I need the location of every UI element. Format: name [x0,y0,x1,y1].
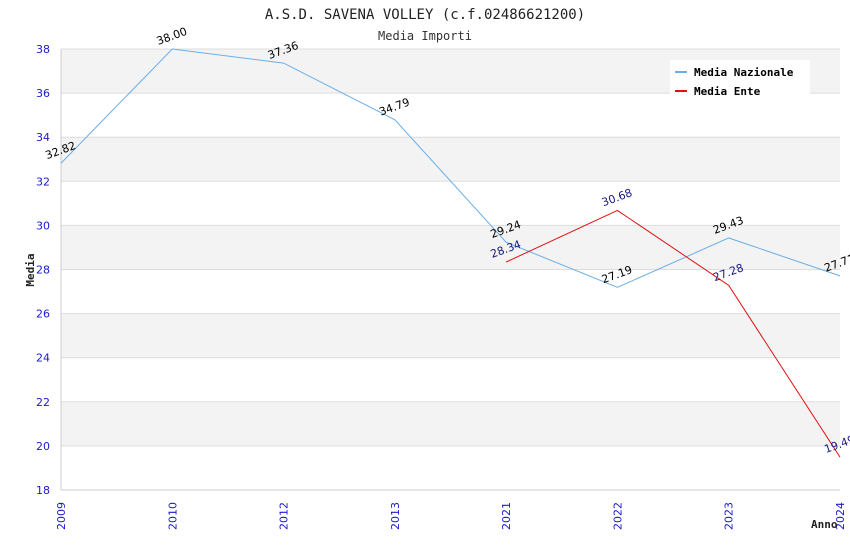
grid-band [61,401,840,446]
y-tick-label: 20 [36,440,50,453]
x-tick-label: 2023 [723,502,736,530]
y-tick-label: 30 [36,219,50,232]
series-lines [60,48,841,458]
legend-box [670,60,810,96]
axes [60,49,840,491]
x-tick-label: 2010 [166,502,179,530]
data-label: 38.00 [155,25,189,48]
y-tick-label: 26 [36,308,50,321]
y-tick-label: 32 [36,175,50,188]
y-tick-label: 24 [36,352,50,365]
x-tick-label: 2024 [834,502,847,530]
grid-bands [61,49,840,490]
x-tick-label: 2012 [278,502,291,530]
y-axis-label: Media [24,253,37,286]
x-axis-label: Anno [811,518,838,531]
x-tick-label: 2021 [500,502,513,530]
y-tick-label: 36 [36,87,50,100]
grid-band [61,313,840,358]
grid-band [61,225,840,270]
series-line-2 [505,209,841,458]
x-tick-label: 2009 [55,502,68,530]
y-tick-label: 28 [36,264,50,277]
grid-band [61,137,840,182]
y-tick-label: 22 [36,396,50,409]
chart-title: A.S.D. SAVENA VOLLEY (c.f.02486621200) [265,7,585,23]
chart-subtitle: Media Importi [378,29,472,43]
legend-label: Media Nazionale [694,66,794,79]
x-tick-label: 2013 [389,502,402,530]
legend-label: Media Ente [694,85,761,98]
x-axis-ticks: 2009 2010 2012 2013 2021 2022 2023 2024 [55,502,847,530]
legend: Media Nazionale Media Ente [670,60,810,98]
grid-band [61,269,840,314]
grid-band [61,445,840,490]
grid-band [61,357,840,402]
grid-band [61,181,840,226]
y-axis-ticks: 18 20 22 24 26 28 30 32 34 36 38 [36,43,50,497]
x-tick-label: 2022 [611,502,624,530]
series-line-1 [60,48,841,288]
grid-band [61,93,840,138]
y-tick-label: 34 [36,131,50,144]
y-tick-label: 18 [36,484,50,497]
y-tick-label: 38 [36,43,50,56]
